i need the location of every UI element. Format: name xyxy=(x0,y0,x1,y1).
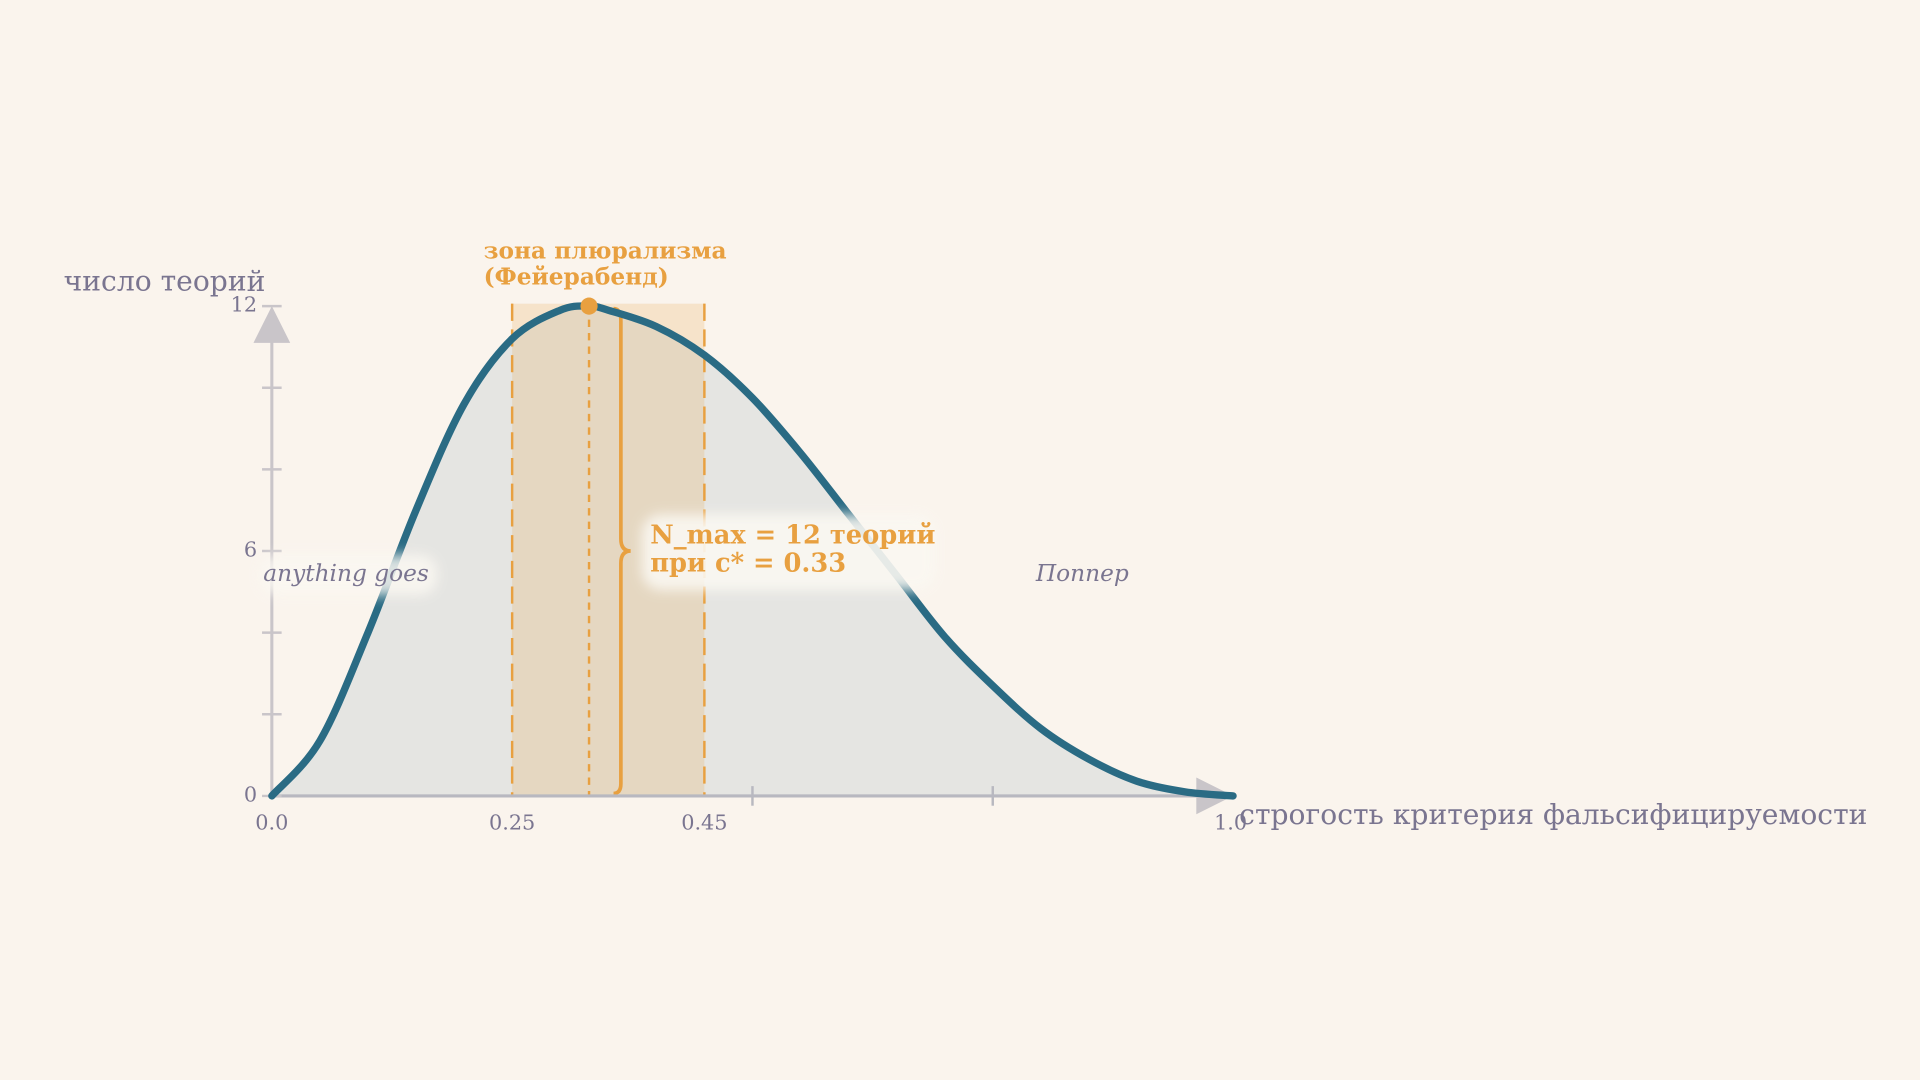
y-tick-label: 6 xyxy=(244,538,257,562)
annotation: при c* = 0.33 xyxy=(650,548,846,578)
label-bg xyxy=(641,514,936,591)
y-axis-arrow xyxy=(253,306,291,343)
annotation: N_max = 12 теорий xyxy=(650,520,935,550)
x-tick-label: 1.0 xyxy=(1214,811,1247,835)
annotation: (Фейерабенд) xyxy=(484,263,669,290)
peak-marker xyxy=(580,297,598,315)
annotation: anything goes xyxy=(263,560,429,587)
x-axis-label: строгость критерия фальсифицируемости xyxy=(1239,798,1867,831)
annotation: зона плюрализма xyxy=(484,238,727,265)
y-tick-label: 12 xyxy=(231,293,257,317)
y-axis-label: число теорий xyxy=(64,264,266,297)
curve xyxy=(268,302,1237,800)
x-tick-label: 0.0 xyxy=(255,811,288,835)
x-tick-label: 0.45 xyxy=(681,811,727,835)
x-tick-label: 0.25 xyxy=(489,811,535,835)
annotation: Поппер xyxy=(1035,560,1129,587)
y-tick-label: 0 xyxy=(244,782,257,806)
label-bg xyxy=(259,554,438,596)
